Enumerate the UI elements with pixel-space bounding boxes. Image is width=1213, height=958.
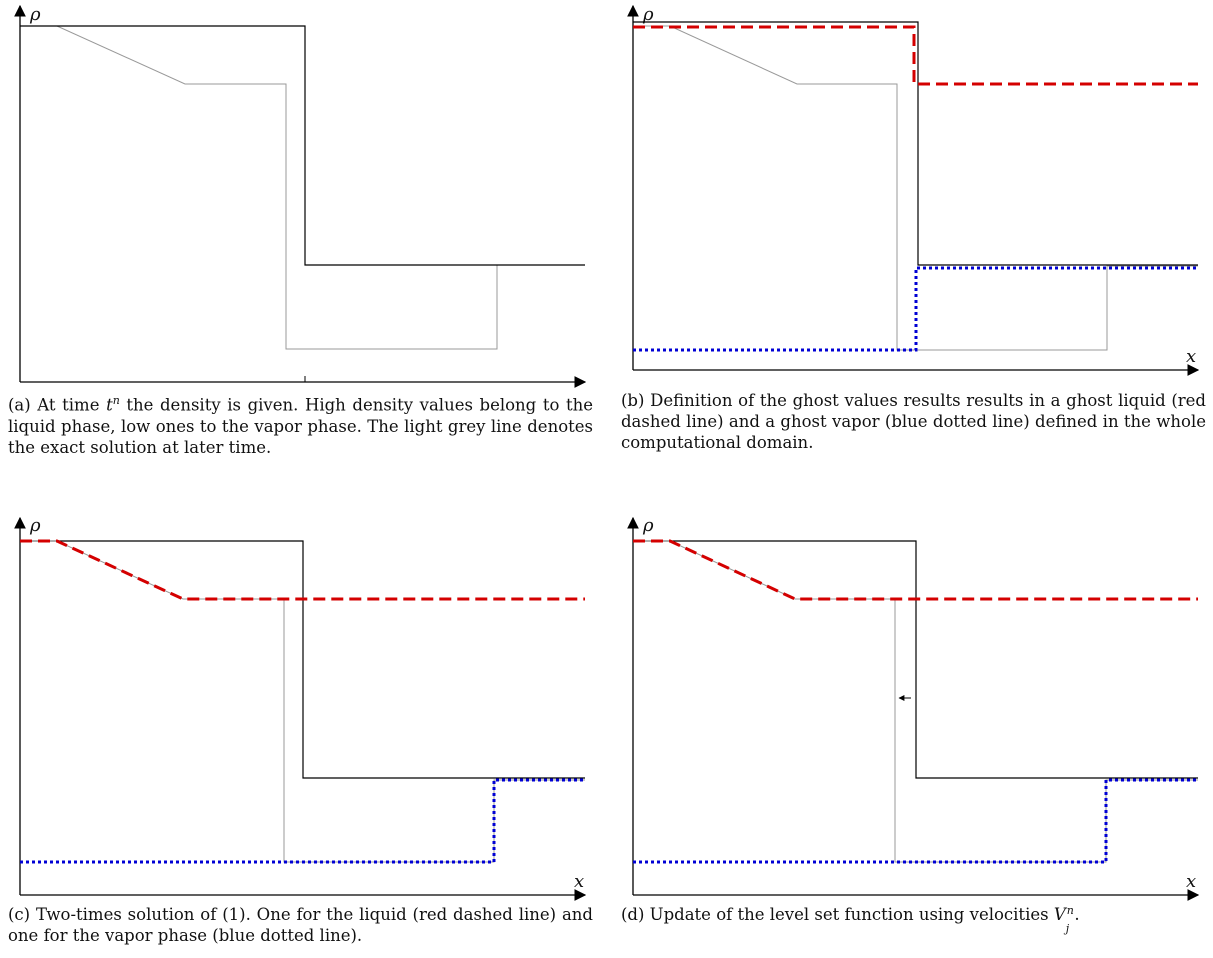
panel-b: ρ x <box>627 4 1200 376</box>
y-axis-label: ρ <box>642 515 654 536</box>
x-axis-label: x <box>1186 871 1196 892</box>
y-axis-label: ρ <box>29 4 41 25</box>
caption-d-variable: V <box>1053 905 1066 924</box>
ghost-vapor-line <box>633 266 1198 352</box>
caption-d-subscript: j <box>1065 922 1070 936</box>
caption-c: (c) Two-times solution of (1). One for t… <box>8 904 593 946</box>
caption-d-superscript: n <box>1066 904 1074 917</box>
caption-d-text: (d) Update of the level set function usi… <box>621 905 1054 924</box>
caption-b-text: (b) Definition of the ghost values resul… <box>621 391 1206 452</box>
panel-c: ρ x <box>14 515 587 901</box>
x-axis-label: x <box>574 871 584 892</box>
density-line <box>633 21 1198 266</box>
ghost-vapor-line <box>633 778 1198 864</box>
ghost-liquid-line <box>20 539 585 601</box>
ghost-vapor-line <box>20 778 585 864</box>
density-line <box>20 25 585 266</box>
caption-c-text: (c) Two-times solution of (1). One for t… <box>8 905 593 945</box>
x-axis-label: x <box>1186 346 1196 367</box>
caption-a-text-rest: the density is given. High density value… <box>8 395 593 457</box>
y-axis-label: ρ <box>642 4 654 25</box>
density-line <box>20 540 585 779</box>
caption-a-text: (a) At time <box>8 395 107 415</box>
caption-a-superscript: n <box>112 394 120 407</box>
exact-solution-line <box>20 25 585 350</box>
caption-d: (d) Update of the level set function usi… <box>621 904 1206 934</box>
caption-a: (a) At time tn the density is given. Hig… <box>8 390 593 458</box>
ghost-liquid-line <box>633 539 1198 601</box>
density-line <box>633 540 1198 779</box>
caption-a-variable: t <box>106 395 113 415</box>
y-axis-label: ρ <box>29 515 41 536</box>
ghost-liquid-line <box>633 25 1198 86</box>
panel-d: ρ x <box>627 515 1200 901</box>
caption-b: (b) Definition of the ghost values resul… <box>621 390 1206 453</box>
caption-d-text-rest: . <box>1074 905 1080 924</box>
exact-solution-line <box>633 25 1198 351</box>
panel-a: ρ <box>14 4 587 388</box>
